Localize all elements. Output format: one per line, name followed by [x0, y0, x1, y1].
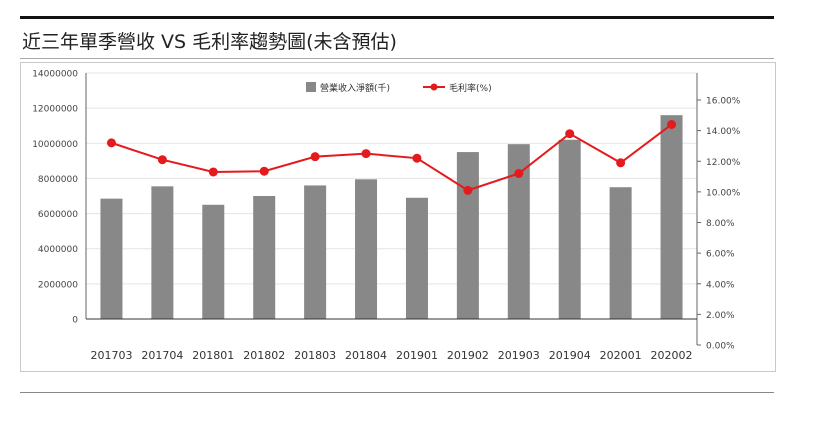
revenue-margin-chart: 14000000 12000000 10000000 8000000 6000000 40…: [32, 70, 741, 363]
margin-point: [157, 155, 167, 165]
line-series: [106, 120, 677, 195]
bar: [355, 179, 378, 319]
y-right-tick-label: 16.00%: [706, 97, 741, 107]
y-left-tick-label: 14000000: [32, 70, 78, 80]
bar: [456, 152, 479, 319]
legend-label: 營業收入淨額(千): [320, 82, 390, 94]
bar: [100, 198, 123, 319]
y-left-tick-label: 12000000: [32, 105, 78, 115]
x-tick-label: 201703: [90, 349, 132, 362]
chart-container: 14000000 12000000 10000000 8000000 6000000 40…: [20, 62, 776, 372]
y-right-tick-label: 2.00%: [706, 311, 735, 321]
x-tick-label: 202002: [651, 349, 693, 362]
y-right-tick-label: 8.00%: [706, 219, 735, 229]
x-tick-label: 201902: [447, 349, 489, 362]
y-right-tick-label: 12.00%: [706, 158, 741, 168]
x-tick-label: 201904: [549, 349, 591, 362]
margin-point: [310, 152, 320, 162]
margin-point: [514, 169, 524, 178]
bar: [202, 204, 225, 319]
x-tick-label: 201901: [396, 349, 438, 362]
y-left-tick-label: 6000000: [38, 210, 78, 220]
title-underline: [20, 58, 774, 59]
bar: [558, 139, 581, 319]
bar: [405, 197, 428, 319]
bottom-rule: [20, 392, 774, 393]
y-right-tick-label: 6.00%: [706, 250, 735, 260]
top-rule: [20, 16, 774, 19]
chart-title: 近三年單季營收 VS 毛利率趨勢圖(未含預估): [22, 31, 397, 53]
axes: 14000000 12000000 10000000 8000000 6000000 40…: [32, 70, 741, 363]
margin-point: [259, 166, 269, 176]
margin-point: [463, 185, 473, 195]
gridlines: [86, 72, 697, 320]
y-right-tick-label: 4.00%: [706, 280, 735, 290]
bar: [660, 115, 683, 319]
bar: [507, 144, 530, 319]
x-tick-label: 201802: [243, 349, 285, 362]
margin-point: [412, 153, 422, 163]
bar: [304, 185, 327, 319]
margin-line: [111, 123, 673, 192]
y-left-tick-label: 8000000: [38, 175, 78, 185]
margin-point: [616, 158, 626, 168]
x-tick-label: 201704: [141, 349, 183, 362]
x-tick-label: 201903: [498, 349, 540, 362]
margin-point: [361, 149, 371, 159]
margin-point: [667, 120, 677, 129]
bar: [609, 187, 632, 319]
legend: 營業收入淨額(千) 毛利率(%): [306, 82, 492, 94]
bar-series: [100, 115, 683, 319]
y-left-tick-label: 2000000: [38, 280, 78, 290]
y-left-tick-label: 0: [72, 316, 78, 326]
legend-label: 毛利率(%): [449, 82, 492, 94]
bar: [253, 196, 276, 319]
legend-swatch-bar: [306, 82, 316, 92]
x-tick-label: 202001: [600, 349, 642, 362]
x-tick-label: 201804: [345, 349, 387, 362]
y-right-tick-label: 10.00%: [706, 188, 741, 198]
margin-point: [565, 129, 575, 139]
margin-point: [208, 167, 218, 177]
y-left-tick-label: 10000000: [32, 140, 78, 150]
bar: [151, 186, 174, 319]
x-tick-label: 201803: [294, 349, 336, 362]
margin-point: [106, 138, 116, 148]
legend-swatch-marker: [430, 83, 438, 91]
y-left-tick-label: 4000000: [38, 245, 78, 255]
y-right-tick-label: 0.00%: [706, 342, 735, 352]
y-right-tick-label: 14.00%: [706, 127, 741, 137]
x-tick-label: 201801: [192, 349, 234, 362]
